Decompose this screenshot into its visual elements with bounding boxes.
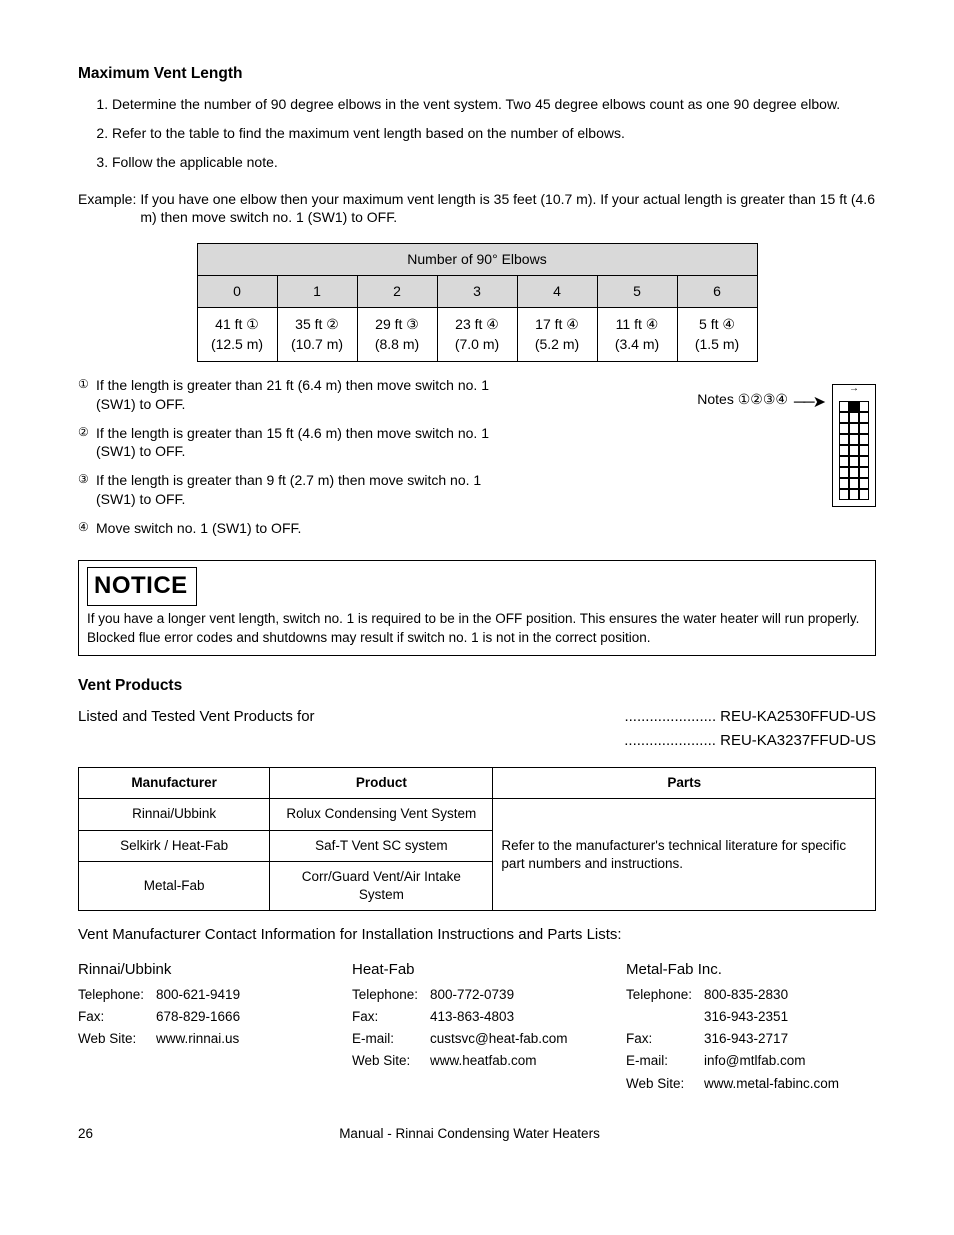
contact-key (626, 1008, 704, 1026)
example-block: Example: If you have one elbow then your… (78, 190, 876, 228)
contact-name: Rinnai/Ubbink (78, 960, 328, 980)
page-footer: 26 Manual - Rinnai Condensing Water Heat… (78, 1125, 876, 1143)
example-body: If you have one elbow then your maximum … (140, 190, 876, 228)
footer-text: Manual - Rinnai Condensing Water Heaters (93, 1125, 876, 1143)
note-mark: ① (78, 376, 96, 414)
mfr-cell: Corr/Guard Vent/Air Intake System (270, 861, 493, 910)
elbow-cell: 35 ft ②(10.7 m) (277, 308, 357, 362)
contact-key: Telephone: (352, 986, 430, 1004)
elbow-col: 1 (277, 276, 357, 308)
listed-label: Listed and Tested Vent Products for (78, 707, 620, 727)
elbow-cell: 11 ft ④(3.4 m) (597, 308, 677, 362)
elbow-cell: 29 ft ③(8.8 m) (357, 308, 437, 362)
elbow-cell: 23 ft ④(7.0 m) (437, 308, 517, 362)
note-text: If the length is greater than 15 ft (4.6… (96, 424, 498, 462)
mfr-cell: Rolux Condensing Vent System (270, 799, 493, 830)
note-text: If the length is greater than 21 ft (6.4… (96, 376, 498, 414)
notes-label: Notes ①②③④ (697, 384, 794, 409)
elbow-cell: 17 ft ④(5.2 m) (517, 308, 597, 362)
contact-val: 800-772-0739 (430, 986, 514, 1004)
contact-val: 316-943-2717 (704, 1030, 788, 1048)
elbow-cell: 5 ft ④(1.5 m) (677, 308, 757, 362)
contact-name: Heat-Fab (352, 960, 602, 980)
step-item: Follow the applicable note. (112, 153, 876, 172)
contact-key: Fax: (78, 1008, 156, 1026)
note-mark: ④ (78, 519, 96, 538)
note-text: If the length is greater than 9 ft (2.7 … (96, 471, 498, 509)
mfr-cell: Selkirk / Heat-Fab (79, 830, 270, 861)
contact-val: 316-943-2351 (704, 1008, 788, 1026)
steps-list: Determine the number of 90 degree elbows… (78, 95, 876, 172)
page-number: 26 (78, 1125, 93, 1143)
contact-val: www.heatfab.com (430, 1052, 537, 1070)
elbow-col: 5 (597, 276, 677, 308)
mfr-header: Product (270, 768, 493, 799)
contact-val: info@mtlfab.com (704, 1052, 806, 1070)
contact-val: www.metal-fabinc.com (704, 1075, 839, 1093)
contact-val: 413-863-4803 (430, 1008, 514, 1026)
product-b: REU-KA3237FFUD-US (720, 732, 876, 749)
contact-name: Metal-Fab Inc. (626, 960, 876, 980)
elbow-col: 0 (197, 276, 277, 308)
heading-max-vent: Maximum Vent Length (78, 60, 876, 85)
contact-key: Telephone: (626, 986, 704, 1004)
note-text: Move switch no. 1 (SW1) to OFF. (96, 519, 301, 538)
arrow-icon: ──➤ (794, 384, 824, 414)
note-mark: ③ (78, 471, 96, 509)
mfr-header: Parts (493, 768, 876, 799)
elbow-col: 3 (437, 276, 517, 308)
heading-vent-products: Vent Products (78, 672, 876, 697)
step-item: Refer to the table to find the maximum v… (112, 124, 876, 143)
elbow-table: Number of 90° Elbows 0 1 2 3 4 5 6 41 ft… (197, 243, 758, 361)
notice-box: NOTICE If you have a longer vent length,… (78, 560, 876, 656)
mfr-header: Manufacturer (79, 768, 270, 799)
contact-key: E-mail: (626, 1052, 704, 1070)
elbow-table-header: Number of 90° Elbows (197, 244, 757, 276)
contact-key: Web Site: (626, 1075, 704, 1093)
contact-val: custsvc@heat-fab.com (430, 1030, 568, 1048)
contact-block: Heat-Fab Telephone:800-772-0739 Fax:413-… (352, 960, 602, 1097)
dots: ...................... (624, 732, 716, 749)
contact-val: 678-829-1666 (156, 1008, 240, 1026)
note-mark: ② (78, 424, 96, 462)
elbow-col: 4 (517, 276, 597, 308)
elbow-cell: 41 ft ①(12.5 m) (197, 308, 277, 362)
mfr-cell: Metal-Fab (79, 861, 270, 910)
example-label: Example: (78, 190, 140, 228)
manufacturer-table: Manufacturer Product Parts Rinnai/Ubbink… (78, 767, 876, 911)
contact-key: Fax: (626, 1030, 704, 1048)
parts-cell: Refer to the manufacturer's technical li… (493, 799, 876, 911)
product-a: REU-KA2530FFUD-US (720, 707, 876, 727)
mfr-cell: Rinnai/Ubbink (79, 799, 270, 830)
elbow-col: 6 (677, 276, 757, 308)
contact-val: www.rinnai.us (156, 1030, 239, 1048)
contact-key: Telephone: (78, 986, 156, 1004)
contact-block: Metal-Fab Inc. Telephone:800-835-2830 31… (626, 960, 876, 1097)
step-item: Determine the number of 90 degree elbows… (112, 95, 876, 114)
contacts-row: Rinnai/Ubbink Telephone:800-621-9419 Fax… (78, 960, 876, 1097)
dots: ...................... (620, 707, 720, 727)
contact-val: 800-835-2830 (704, 986, 788, 1004)
contact-key: Web Site: (78, 1030, 156, 1048)
notice-body: If you have a longer vent length, switch… (87, 610, 867, 646)
contact-val: 800-621-9419 (156, 986, 240, 1004)
notice-title: NOTICE (87, 567, 197, 606)
contact-key: Web Site: (352, 1052, 430, 1070)
contact-key: E-mail: (352, 1030, 430, 1048)
contact-block: Rinnai/Ubbink Telephone:800-621-9419 Fax… (78, 960, 328, 1097)
contact-key: Fax: (352, 1008, 430, 1026)
mfr-cell: Saf-T Vent SC system (270, 830, 493, 861)
elbow-col: 2 (357, 276, 437, 308)
dip-switch-diagram: → (832, 384, 876, 507)
notes-column: ①If the length is greater than 21 ft (6.… (78, 376, 697, 548)
contact-header: Vent Manufacturer Contact Information fo… (78, 925, 876, 945)
